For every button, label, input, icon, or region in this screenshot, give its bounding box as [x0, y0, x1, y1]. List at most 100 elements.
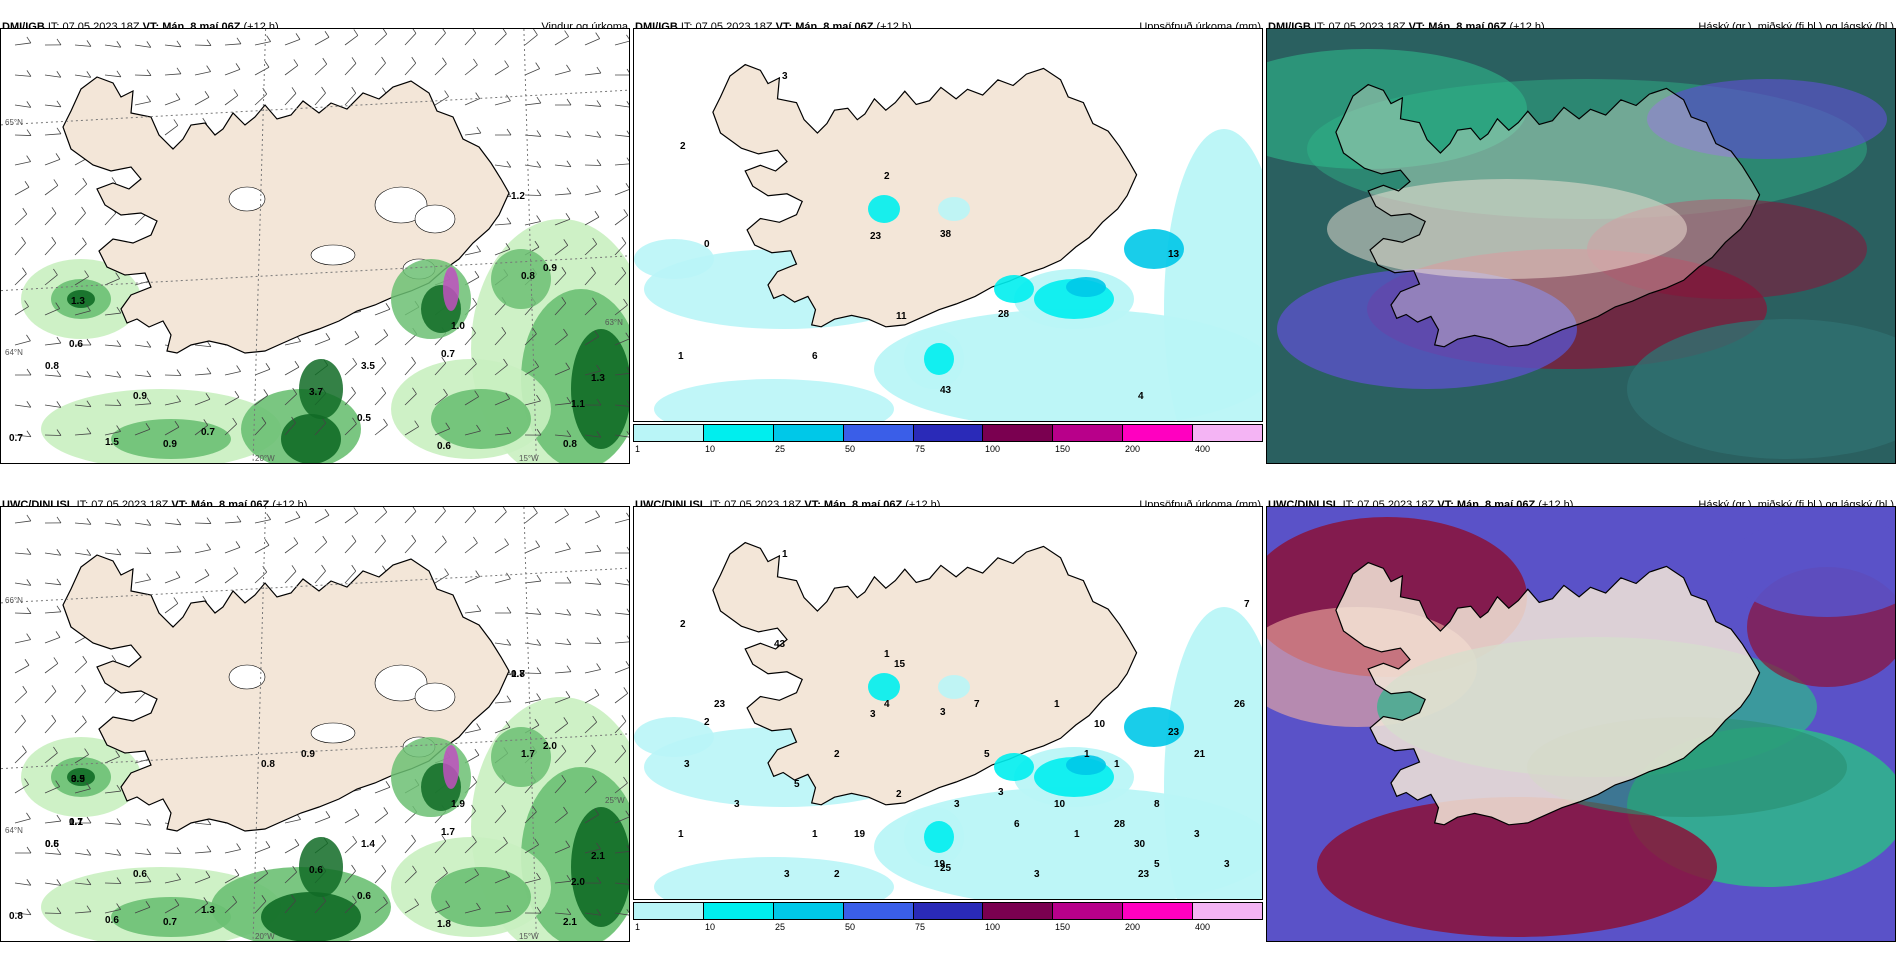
precip-value-label: 28	[998, 309, 1010, 320]
panel-cloud-uwc: UWC/DINI ISL IT: 07.05.2023 18Z VT: Mán.…	[1266, 492, 1896, 956]
panel-cloud-dmi: DMI/IGB IT: 07.05.2023 18Z VT: Mán. 8.ma…	[1266, 14, 1896, 478]
grid-label: 64°N	[5, 348, 23, 357]
precip-area	[1066, 277, 1106, 297]
precip-value-label: 30	[1134, 839, 1146, 850]
precip-value-label: 0.9	[301, 749, 315, 760]
legend-swatch	[704, 425, 774, 441]
precip-value-label: 1	[1114, 759, 1120, 770]
map-frame: 2112332112325232310751184323191930212615…	[633, 506, 1263, 900]
precip-value-label: 3	[734, 799, 740, 810]
panel-wind-uwc: UWC/DINI ISL IT: 07.05.2023 18Z VT: Mán.…	[0, 492, 630, 956]
legend-swatches	[633, 902, 1263, 920]
map-frame: 22302338116112843413	[633, 28, 1263, 422]
precip-value-label: 1.0	[451, 321, 465, 332]
precip-area	[443, 745, 459, 789]
precip-area	[634, 717, 714, 757]
cloud-map	[1267, 29, 1896, 464]
precip-value-label: 23	[714, 699, 726, 710]
precip-value-label: 1.3	[591, 373, 605, 384]
legend-swatch	[634, 425, 704, 441]
precip-value-label: 3.9	[71, 774, 85, 785]
precip-value-label: 0.7	[163, 917, 177, 928]
cloud-map	[1267, 507, 1896, 942]
precip-value-label: 28	[1114, 819, 1126, 830]
grid-label: 65°N	[5, 118, 23, 127]
precip-value-label: 0.6	[105, 915, 119, 926]
precip-value-label: 1	[884, 649, 890, 660]
legend-swatch	[1053, 903, 1123, 919]
precip-value-label: 3	[954, 799, 960, 810]
legend-label: 25	[775, 922, 785, 932]
precip-value-label: 1.7	[441, 827, 455, 838]
precip-map: 22302338116112843413	[634, 29, 1263, 422]
legend-label: 200	[1125, 922, 1140, 932]
grid-label: 20°W	[255, 454, 275, 463]
precip-value-label: 2.0	[571, 877, 585, 888]
grid-label: 25°W	[605, 796, 625, 805]
precip-value-label: 0.8	[45, 361, 59, 372]
legend-label: 50	[845, 922, 855, 932]
precip-area	[868, 195, 900, 223]
legend-swatch	[774, 903, 844, 919]
precip-value-label: 0.6	[357, 891, 371, 902]
precip-value-label: 3	[784, 869, 790, 880]
precip-value-label: 0.8	[261, 759, 275, 770]
precip-value-label: 0	[704, 239, 710, 250]
legend-label: 200	[1125, 444, 1140, 454]
precip-value-label: 0.7	[441, 349, 455, 360]
precip-value-label: 1	[1054, 699, 1060, 710]
precip-value-label: 0.6	[309, 865, 323, 876]
precip-value-label: 6	[1014, 819, 1020, 830]
precip-value-label: 0.6	[45, 839, 59, 850]
precip-value-label: 0.8	[521, 271, 535, 282]
panel-precip-dmi: DMI/IGB IT: 07.05.2023 18Z VT: Mán. 8.ma…	[633, 14, 1263, 478]
legend-swatches	[633, 424, 1263, 442]
precip-value-label: 5	[984, 749, 990, 760]
precip-value-label: 1.3	[201, 905, 215, 916]
precip-value-label: 1.3	[71, 296, 85, 307]
precip-value-label: 23	[1138, 869, 1150, 880]
precip-value-label: 1.7	[521, 749, 535, 760]
legend-swatch	[914, 425, 984, 441]
precip-value-label: 3	[1224, 859, 1230, 870]
precip-value-label: 1	[782, 549, 788, 560]
legend-swatch	[983, 903, 1053, 919]
precip-value-label: 19	[934, 859, 946, 870]
precip-area	[634, 239, 714, 279]
precip-value-label: 2	[834, 869, 840, 880]
grid-label: 20°W	[255, 932, 275, 941]
precip-map: 2112332112325232310751184323191930212615…	[634, 507, 1263, 900]
legend-swatch	[1193, 425, 1262, 441]
precip-value-label: 3	[782, 71, 788, 82]
precip-value-label: 0.7	[69, 817, 83, 828]
precip-value-label: 1	[678, 829, 684, 840]
precip-area	[868, 673, 900, 701]
legend-label: 400	[1195, 922, 1210, 932]
precip-value-label: 3	[1034, 869, 1040, 880]
legend-label: 1	[635, 922, 640, 932]
legend-label: 150	[1055, 922, 1070, 932]
precip-value-label: 3	[684, 759, 690, 770]
grid-label: 63°N	[605, 318, 623, 327]
precip-value-label: 4	[1138, 391, 1144, 402]
precip-value-label: 2	[834, 749, 840, 760]
precip-value-label: 3	[870, 709, 876, 720]
precip-value-label: 23	[1168, 727, 1180, 738]
precip-value-label: 21	[1194, 749, 1206, 760]
precip-value-label: 1.9	[451, 799, 465, 810]
precip-value-label: 3.7	[309, 387, 323, 398]
glacier-shape	[415, 683, 455, 711]
precip-value-label: 2.1	[591, 851, 605, 862]
precip-area	[994, 753, 1034, 781]
panel-precip-uwc: UWC/DINI ISL IT: 07.05.2023 18Z VT: Mán.…	[633, 492, 1263, 956]
precip-value-label: 6	[812, 351, 818, 362]
legend-label: 50	[845, 444, 855, 454]
precip-value-label: 0.7	[511, 669, 525, 680]
precip-value-label: 1.8	[437, 919, 451, 930]
precip-value-label: 0.8	[563, 439, 577, 450]
